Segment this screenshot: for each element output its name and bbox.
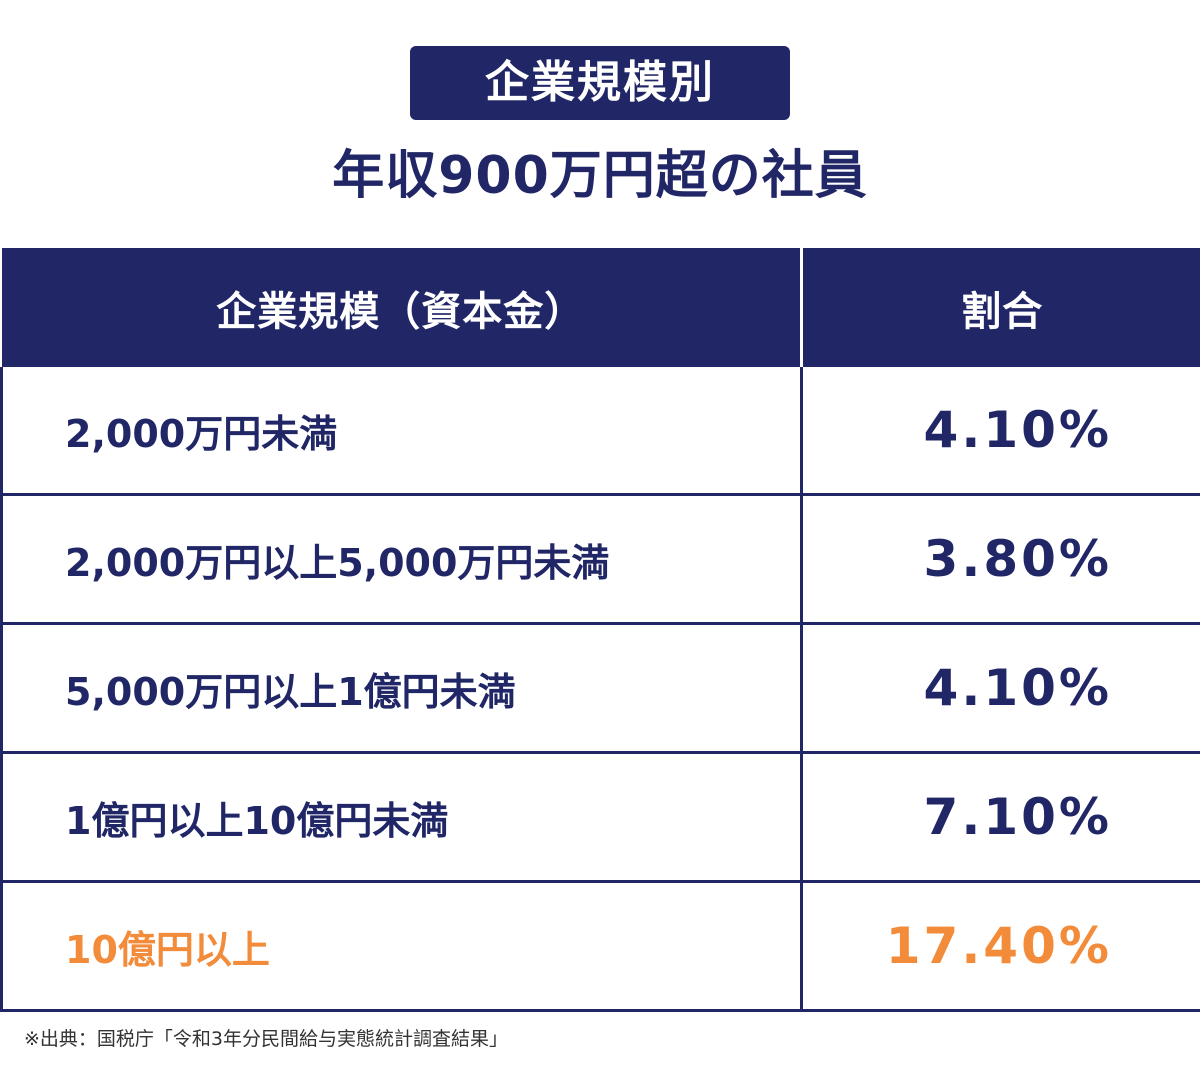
row-value: 3.80%: [801, 494, 1200, 625]
row-category: 10億円以上: [0, 881, 803, 1012]
row-value: 4.10%: [801, 623, 1200, 754]
table-row-highlighted: 10億円以上 17.40%: [0, 881, 1200, 1012]
table-row: 5,000万円以上1億円未満 4.10%: [0, 623, 1200, 754]
data-table: 企業規模（資本金） 割合 2,000万円未満 4.10% 2,000万円以上5,…: [0, 248, 1200, 1012]
table-row: 2,000万円未満 4.10%: [0, 367, 1200, 496]
column-header-ratio: 割合: [801, 248, 1200, 367]
row-value: 4.10%: [801, 367, 1200, 496]
row-category: 1億円以上10億円未満: [0, 752, 803, 883]
table-header-row: 企業規模（資本金） 割合: [1, 248, 1200, 367]
row-category: 2,000万円以上5,000万円未満: [0, 494, 803, 625]
row-value: 7.10%: [801, 752, 1200, 883]
page-subtitle: 年収900万円超の社員: [332, 146, 868, 206]
title-badge: 企業規模別: [410, 46, 790, 120]
table-row: 1億円以上10億円未満 7.10%: [0, 752, 1200, 883]
row-category: 2,000万円未満: [0, 367, 803, 496]
source-note: ※出典：国税庁「令和3年分民間給与実態統計調査結果」: [24, 1028, 509, 1050]
column-header-company-size: 企業規模（資本金）: [1, 248, 803, 367]
table-row: 2,000万円以上5,000万円未満 3.80%: [0, 494, 1200, 625]
row-category: 5,000万円以上1億円未満: [0, 623, 803, 754]
row-value: 17.40%: [801, 881, 1200, 1012]
